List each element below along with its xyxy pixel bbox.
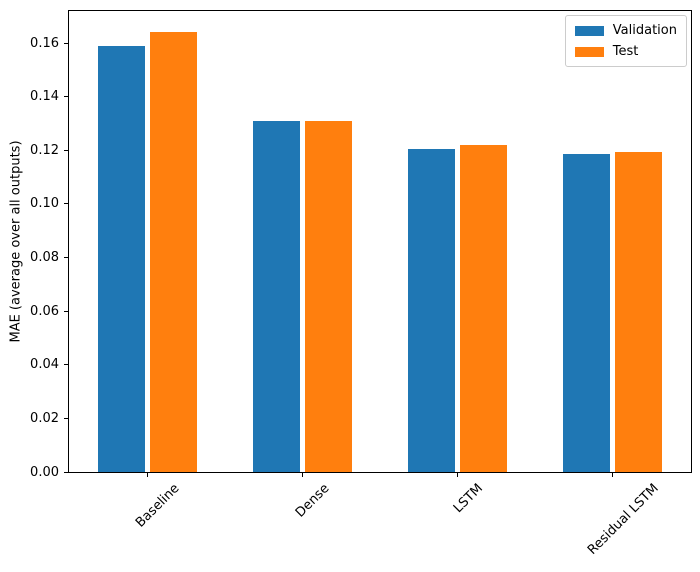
legend-label: Test [612,44,639,59]
legend: Validation Test [564,15,687,67]
x-tick-label-lstm: LSTM [450,481,486,517]
x-tick-mark [301,472,303,477]
x-tick-label-residual-lstm: Residual LSTM [584,481,662,558]
legend-item-test: Test [574,44,677,59]
y-tick-label: 0.08 [30,250,59,266]
y-tick-mark [64,149,69,151]
bar-validation-lstm [408,149,456,472]
y-tick-label: 0.06 [30,303,59,319]
bar-test-baseline [149,32,197,472]
y-tick-mark [64,42,69,44]
bar-test-residual-lstm [615,151,663,472]
bar-validation-residual-lstm [563,154,611,472]
y-tick-label: 0.00 [30,464,59,480]
y-tick-label: 0.02 [30,410,59,426]
legend-swatch-test [574,46,604,57]
y-tick-label: 0.10 [30,196,59,212]
bar-validation-dense [252,120,300,472]
legend-swatch-validation [574,25,604,36]
bar-validation-baseline [97,45,145,472]
y-tick-mark [64,417,69,419]
x-tick-mark [612,472,614,477]
bar-test-lstm [460,145,508,472]
y-tick-mark [64,364,69,366]
legend-item-validation: Validation [574,23,677,38]
plot-area: 0.00 0.02 0.04 0.06 0.08 0.10 0.12 0.14 0.16 Bas… [30,10,692,558]
y-tick-mark [64,471,69,473]
y-tick-mark [64,203,69,205]
y-tick-mark [64,257,69,259]
bar-test-dense [304,120,352,472]
y-tick-label: 0.14 [30,89,59,105]
y-tick-label: 0.04 [30,357,59,373]
x-tick-label-dense: Dense [293,481,333,521]
x-tick-mark [146,472,148,477]
x-tick-mark [457,472,459,477]
y-tick-label: 0.16 [30,35,59,51]
x-tick-label-baseline: Baseline [133,481,183,531]
legend-label: Validation [612,23,677,38]
y-tick-mark [64,310,69,312]
y-tick-mark [64,96,69,98]
y-tick-label: 0.12 [30,142,59,158]
